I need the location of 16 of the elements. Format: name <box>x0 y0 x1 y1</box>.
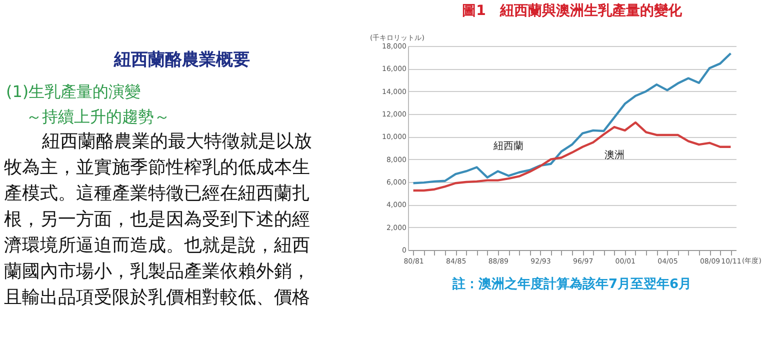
text: (1)生乳產量的演變 <box>6 82 141 101</box>
line-series <box>412 121 732 192</box>
series-label: 澳洲 <box>604 149 624 162</box>
chart-title: 圖1 紐西蘭與澳洲生乳產量的變化 <box>462 2 683 19</box>
text: 牧為主，並實施季節性榨乳的低成本生 <box>4 157 310 178</box>
text: 註：澳洲之年度計算為該年7月至翌年6月 <box>451 276 692 292</box>
line-series <box>412 52 732 184</box>
series-label: 紐西蘭 <box>492 140 524 152</box>
text: 紐西蘭酪農業概要 <box>113 50 250 70</box>
text: 產模式。這種產業特徵已經在紐西蘭扎 <box>4 183 310 204</box>
text: 根，另一方面，也是因為受到下述的經 <box>4 209 310 230</box>
text: ～持續上升的趨勢～ <box>26 107 170 126</box>
text: 紐西蘭酪農業的最大特徵就是以放 <box>41 131 312 152</box>
text: 且輸出品項受限於乳價相對較低、價格 <box>4 287 310 308</box>
text: 濟環境所逼迫而造成。也就是說，紐西 <box>4 235 310 256</box>
text: 蘭國內市場小，乳製品產業依賴外銷， <box>4 261 310 282</box>
